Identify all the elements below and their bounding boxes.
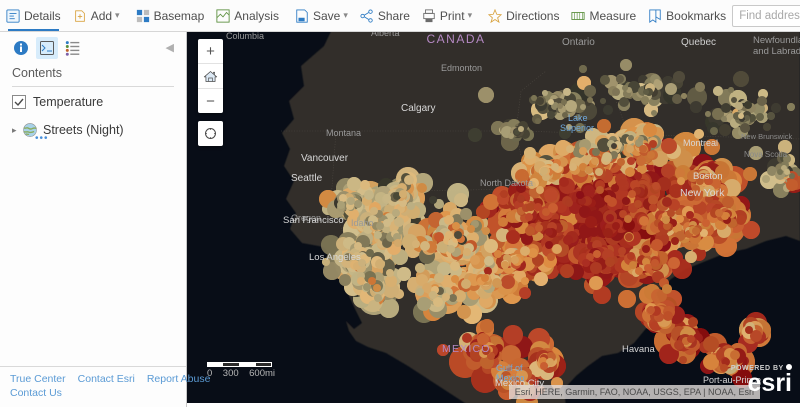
svg-text:Nova Scotia: Nova Scotia xyxy=(744,150,788,159)
svg-text:Ontario: Ontario xyxy=(562,37,595,48)
svg-text:CANADA: CANADA xyxy=(426,32,485,46)
svg-text:Edmonton: Edmonton xyxy=(441,63,482,73)
svg-text:Alberta: Alberta xyxy=(371,31,400,38)
svg-text:Idaho: Idaho xyxy=(351,218,374,228)
svg-text:Calgary: Calgary xyxy=(401,103,435,114)
svg-text:New Brunswick: New Brunswick xyxy=(741,132,793,141)
svg-text:Havana: Havana xyxy=(622,344,655,355)
svg-text:New York: New York xyxy=(680,187,725,199)
svg-text:North Dakota: North Dakota xyxy=(480,178,533,188)
svg-text:Superior: Superior xyxy=(560,123,594,133)
svg-text:Montreal: Montreal xyxy=(683,138,718,148)
svg-text:Lake: Lake xyxy=(568,113,588,123)
svg-text:MEXICO: MEXICO xyxy=(442,343,491,355)
svg-text:Boston: Boston xyxy=(693,171,723,182)
svg-text:Columbia: Columbia xyxy=(226,31,264,41)
svg-text:Vancouver: Vancouver xyxy=(301,153,349,164)
svg-text:Montana: Montana xyxy=(326,128,361,138)
svg-text:Gulf of: Gulf of xyxy=(496,363,523,373)
svg-text:San Francisco: San Francisco xyxy=(283,215,344,226)
svg-text:Seattle: Seattle xyxy=(291,173,323,184)
svg-text:Quebec: Quebec xyxy=(681,37,716,48)
svg-text:Los Angeles: Los Angeles xyxy=(309,252,361,263)
svg-text:and Labrador: and Labrador xyxy=(753,46,800,57)
